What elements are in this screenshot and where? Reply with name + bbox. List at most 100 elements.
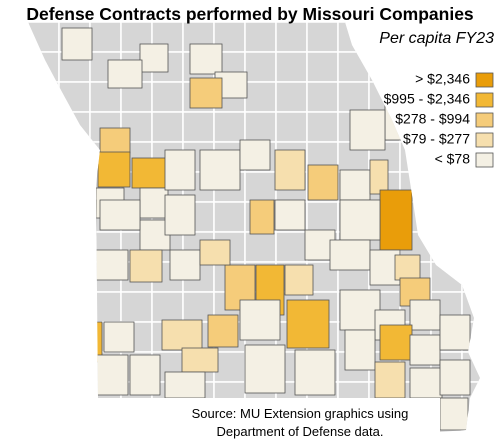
- county: [58, 111, 91, 143]
- counties: [28, 22, 480, 432]
- county: [58, 381, 91, 413]
- legend-swatch: [475, 132, 494, 148]
- county: [58, 261, 91, 293]
- county: [28, 291, 60, 323]
- county: [28, 351, 60, 383]
- county: [28, 201, 60, 233]
- county: [151, 81, 184, 113]
- county: [207, 314, 239, 348]
- county: [28, 81, 60, 113]
- legend-swatch: [475, 152, 494, 168]
- county: [409, 299, 441, 331]
- county: [213, 201, 246, 233]
- county: [169, 249, 201, 281]
- county: [275, 51, 308, 83]
- county: [89, 22, 122, 53]
- county: [164, 149, 196, 191]
- county: [58, 411, 91, 432]
- county: [439, 359, 471, 396]
- county: [199, 239, 231, 266]
- county: [103, 321, 135, 353]
- county: [61, 321, 103, 363]
- county: [213, 351, 246, 383]
- county: [369, 159, 389, 195]
- county: [139, 187, 169, 219]
- map-title: Defense Contracts performed by Missouri …: [26, 4, 474, 24]
- county: [275, 22, 308, 53]
- legend-swatch: [475, 112, 494, 128]
- county: [430, 171, 463, 203]
- county: [58, 171, 91, 203]
- county: [461, 201, 480, 233]
- county: [379, 324, 413, 361]
- county: [294, 349, 336, 396]
- county: [28, 22, 60, 53]
- county: [129, 249, 163, 283]
- county: [349, 109, 386, 151]
- county: [337, 81, 370, 113]
- county: [461, 171, 480, 203]
- county: [95, 354, 129, 396]
- county: [129, 354, 161, 396]
- county: [139, 43, 169, 73]
- county: [151, 291, 184, 323]
- county: [58, 201, 91, 233]
- county: [374, 361, 406, 399]
- county: [182, 111, 215, 143]
- county: [58, 141, 91, 173]
- legend-swatch: [475, 72, 494, 88]
- county: [306, 111, 339, 143]
- county: [199, 149, 241, 191]
- county: [58, 231, 91, 263]
- county: [161, 319, 203, 351]
- county: [274, 149, 306, 191]
- county: [58, 291, 91, 323]
- county: [329, 239, 371, 271]
- county: [189, 77, 223, 109]
- map-subtitle: Per capita FY23: [379, 30, 494, 47]
- county: [244, 22, 277, 53]
- legend-swatch: [475, 92, 494, 108]
- county: [284, 264, 314, 296]
- county: [151, 111, 184, 143]
- county: [164, 194, 196, 236]
- legend-label: $995 - $2,346: [384, 91, 471, 107]
- source-line: Source: MU Extension graphics using: [192, 406, 409, 421]
- county: [120, 411, 153, 432]
- county: [244, 171, 277, 203]
- legend: > $2,346 $995 - $2,346 $278 - $994 $79 - $2…: [384, 71, 494, 168]
- county: [58, 321, 91, 353]
- county: [131, 157, 169, 189]
- legend-label: $278 - $994: [395, 111, 470, 127]
- county: [286, 299, 330, 349]
- county: [28, 321, 60, 353]
- county: [244, 231, 277, 263]
- county: [379, 189, 413, 251]
- county: [28, 411, 60, 432]
- county: [274, 199, 306, 231]
- county: [244, 81, 277, 113]
- county: [394, 254, 421, 281]
- county: [409, 334, 441, 366]
- legend-label: < $78: [435, 151, 471, 167]
- county: [58, 351, 91, 383]
- county: [120, 291, 153, 323]
- county: [189, 43, 223, 75]
- county: [339, 289, 381, 331]
- county: [28, 111, 60, 143]
- county: [239, 139, 271, 171]
- county: [164, 371, 206, 399]
- county: [461, 231, 480, 263]
- county: [61, 279, 97, 316]
- county: [28, 171, 60, 203]
- county: [275, 231, 308, 263]
- county: [344, 329, 376, 371]
- county: [95, 249, 129, 281]
- legend-label: > $2,346: [415, 71, 470, 87]
- county: [213, 111, 246, 143]
- legend-label: $79 - $277: [403, 131, 470, 147]
- county: [409, 367, 443, 399]
- county: [28, 381, 60, 413]
